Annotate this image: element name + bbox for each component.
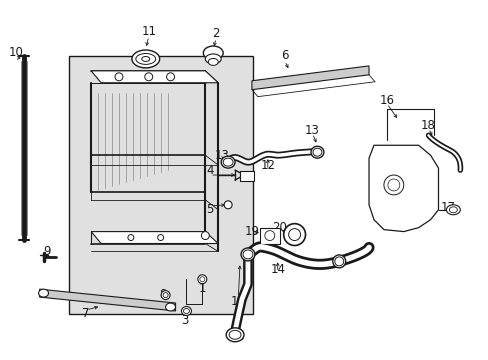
Polygon shape bbox=[40, 289, 175, 311]
Text: 13: 13 bbox=[305, 124, 319, 137]
Ellipse shape bbox=[310, 146, 323, 158]
Ellipse shape bbox=[225, 328, 244, 342]
Ellipse shape bbox=[181, 306, 191, 315]
Ellipse shape bbox=[136, 54, 155, 64]
Ellipse shape bbox=[208, 58, 218, 66]
Text: 1: 1 bbox=[198, 282, 205, 294]
Text: 12: 12 bbox=[260, 159, 275, 172]
Text: 11: 11 bbox=[141, 24, 156, 38]
Text: 4: 4 bbox=[206, 163, 214, 176]
Circle shape bbox=[387, 179, 399, 191]
Polygon shape bbox=[91, 71, 218, 83]
Ellipse shape bbox=[241, 248, 254, 261]
Text: 3: 3 bbox=[181, 314, 188, 327]
Ellipse shape bbox=[243, 250, 252, 259]
Ellipse shape bbox=[165, 303, 175, 311]
Text: 13: 13 bbox=[214, 149, 229, 162]
Text: 19: 19 bbox=[244, 225, 259, 238]
Text: 17: 17 bbox=[440, 201, 455, 214]
Text: 15: 15 bbox=[230, 294, 245, 307]
Ellipse shape bbox=[221, 156, 235, 168]
Text: 9: 9 bbox=[43, 245, 50, 258]
Bar bbox=[259, 228, 279, 243]
Circle shape bbox=[144, 73, 152, 81]
Ellipse shape bbox=[163, 293, 168, 298]
Circle shape bbox=[264, 231, 274, 240]
Circle shape bbox=[201, 231, 209, 239]
Ellipse shape bbox=[198, 275, 206, 284]
Ellipse shape bbox=[229, 330, 241, 339]
Ellipse shape bbox=[446, 205, 459, 215]
Ellipse shape bbox=[132, 50, 160, 68]
Ellipse shape bbox=[448, 207, 456, 213]
Circle shape bbox=[224, 201, 232, 209]
Ellipse shape bbox=[205, 54, 221, 64]
Circle shape bbox=[128, 235, 134, 240]
Text: 15: 15 bbox=[230, 330, 245, 343]
Text: 14: 14 bbox=[270, 263, 285, 276]
Polygon shape bbox=[368, 145, 438, 231]
Ellipse shape bbox=[183, 309, 189, 314]
Circle shape bbox=[288, 229, 300, 240]
Circle shape bbox=[157, 235, 163, 240]
Ellipse shape bbox=[334, 257, 343, 266]
Bar bbox=[240, 171, 253, 181]
Ellipse shape bbox=[161, 291, 170, 300]
Ellipse shape bbox=[39, 289, 48, 297]
Text: 10: 10 bbox=[8, 46, 23, 59]
Text: 8: 8 bbox=[159, 288, 166, 301]
Ellipse shape bbox=[223, 158, 233, 166]
Ellipse shape bbox=[200, 277, 204, 282]
Text: 5: 5 bbox=[206, 203, 214, 216]
Polygon shape bbox=[251, 66, 368, 90]
Ellipse shape bbox=[332, 255, 345, 268]
Text: 2: 2 bbox=[212, 27, 220, 40]
Text: 20: 20 bbox=[272, 221, 286, 234]
Circle shape bbox=[283, 224, 305, 246]
Bar bbox=[69, 56, 252, 314]
Circle shape bbox=[166, 73, 174, 81]
Circle shape bbox=[115, 73, 122, 81]
Text: 6: 6 bbox=[281, 49, 288, 63]
Circle shape bbox=[383, 175, 403, 195]
Text: 16: 16 bbox=[379, 94, 394, 107]
Ellipse shape bbox=[312, 148, 321, 156]
Ellipse shape bbox=[142, 57, 149, 62]
Ellipse shape bbox=[203, 46, 223, 60]
Text: 18: 18 bbox=[420, 119, 435, 132]
Text: 7: 7 bbox=[82, 307, 90, 320]
Polygon shape bbox=[91, 231, 218, 243]
